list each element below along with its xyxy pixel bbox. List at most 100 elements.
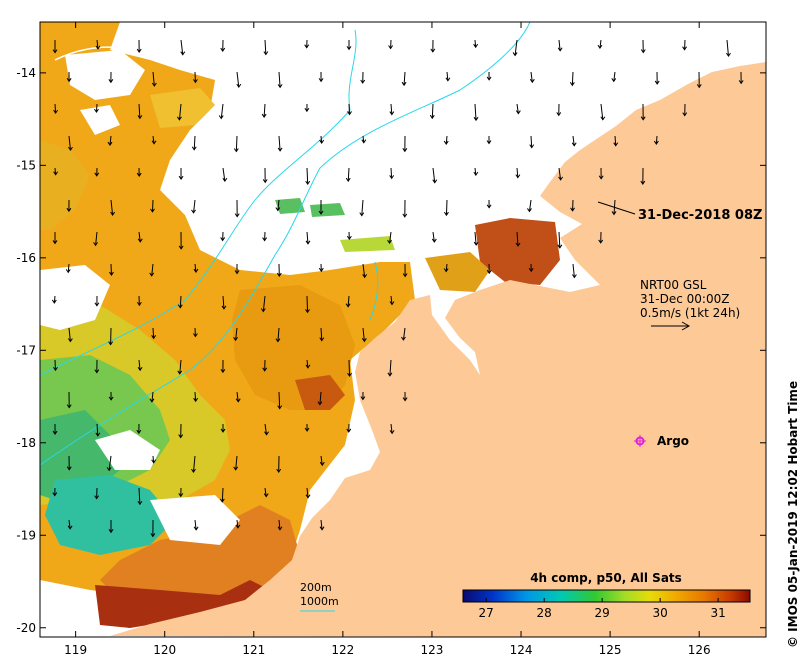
current-arrow-head bbox=[94, 302, 100, 307]
current-arrow-head bbox=[317, 401, 323, 406]
current-arrow-head bbox=[137, 367, 143, 372]
current-arrow-head bbox=[571, 142, 577, 147]
current-arrow-head bbox=[529, 78, 535, 84]
current-arrow bbox=[306, 231, 309, 244]
current-arrow-head bbox=[52, 49, 58, 54]
x-tick-label-2: 121 bbox=[242, 643, 265, 657]
current-arrow-head bbox=[640, 180, 646, 185]
current-arrow bbox=[571, 71, 574, 86]
current-arrow-head bbox=[136, 48, 142, 53]
current-arrow bbox=[138, 359, 141, 371]
current-arrow-head bbox=[233, 148, 239, 153]
current-arrow-head bbox=[473, 241, 479, 246]
colorbar-title: 4h comp, p50, All Sats bbox=[530, 571, 682, 585]
current-arrow-head bbox=[654, 80, 660, 85]
current-arrow bbox=[600, 103, 604, 120]
current-arrow-head bbox=[263, 493, 269, 498]
current-arrow-head bbox=[613, 142, 619, 147]
current-arrow bbox=[96, 423, 99, 436]
current-arrow bbox=[236, 519, 239, 528]
current-arrow bbox=[474, 167, 477, 176]
current-arrow-head bbox=[597, 44, 603, 50]
snapshot-label: 31-Dec-2018 08Z bbox=[638, 208, 762, 223]
current-arrow-head bbox=[640, 49, 646, 54]
current-arrow-head bbox=[346, 46, 352, 51]
current-arrow bbox=[558, 167, 562, 180]
current-arrow-head bbox=[151, 82, 157, 87]
current-arrow-head bbox=[233, 466, 239, 471]
current-arrow bbox=[306, 487, 309, 498]
current-arrow-head bbox=[319, 461, 325, 467]
current-arrow-head bbox=[264, 431, 269, 436]
y-tick-label-6: -20 bbox=[16, 621, 36, 635]
current-arrow-head bbox=[137, 115, 143, 120]
current-arrow bbox=[96, 39, 99, 49]
current-arrow-head bbox=[402, 273, 408, 278]
current-arrow-head bbox=[360, 396, 366, 401]
current-arrow-head bbox=[277, 405, 283, 410]
current-arrow bbox=[361, 199, 364, 216]
current-arrow bbox=[178, 103, 182, 120]
current-arrow-head bbox=[67, 338, 73, 343]
current-arrow-head bbox=[432, 179, 438, 184]
current-arrow bbox=[306, 359, 309, 368]
current-arrow-head bbox=[389, 111, 395, 116]
current-arrow-head bbox=[640, 116, 646, 121]
current-arrow-head bbox=[277, 147, 283, 152]
current-arrow-head bbox=[362, 274, 368, 279]
current-arrow bbox=[348, 359, 351, 377]
current-arrow bbox=[152, 327, 155, 339]
current-arrow-head bbox=[443, 140, 449, 145]
current-arrow-head bbox=[137, 500, 143, 506]
y-tick-label-0: -14 bbox=[16, 66, 36, 80]
current-arrow bbox=[95, 103, 98, 113]
current-arrow-head bbox=[108, 529, 114, 534]
current-arrow bbox=[320, 519, 323, 530]
current-arrow-head bbox=[556, 112, 562, 117]
current-arrow-head bbox=[402, 213, 408, 218]
current-arrow-head bbox=[136, 172, 142, 177]
current-arrow-head bbox=[151, 459, 157, 464]
copyright-symbol: © bbox=[786, 636, 800, 648]
current-arrow bbox=[235, 135, 238, 152]
current-arrow-head bbox=[389, 175, 395, 180]
land-mass bbox=[110, 62, 766, 637]
current-arrow-head bbox=[150, 533, 156, 538]
current-arrow-head bbox=[387, 372, 393, 377]
current-arrow-head bbox=[66, 78, 72, 83]
current-arrow-head bbox=[345, 303, 351, 308]
colorbar-tick-label-1: 28 bbox=[537, 606, 552, 620]
current-arrow bbox=[110, 199, 114, 216]
current-arrow-head bbox=[557, 244, 563, 249]
current-arrow-head bbox=[346, 235, 352, 241]
current-arrow bbox=[278, 135, 281, 151]
current-arrow-head bbox=[193, 526, 199, 531]
current-arrow-head bbox=[486, 204, 492, 209]
current-arrow-head bbox=[149, 398, 155, 403]
current-arrow-head bbox=[529, 144, 535, 149]
current-arrow-head bbox=[221, 305, 227, 310]
current-arrow bbox=[221, 487, 224, 502]
current-arrow bbox=[390, 103, 393, 115]
current-arrow-head bbox=[429, 114, 435, 120]
current-arrow bbox=[528, 199, 532, 212]
current-arrow-head bbox=[176, 116, 182, 121]
current-arrow bbox=[277, 199, 280, 211]
current-arrow bbox=[362, 327, 365, 342]
current-arrow bbox=[277, 327, 280, 342]
current-arrow-head bbox=[346, 428, 352, 433]
current-arrow bbox=[278, 391, 281, 409]
current-arrow-head bbox=[66, 466, 72, 471]
current-arrow-head bbox=[52, 430, 58, 435]
current-arrow-head bbox=[318, 267, 324, 273]
current-arrow-head bbox=[234, 270, 240, 275]
current-arrow-head bbox=[401, 81, 407, 87]
x-tick-label-6: 125 bbox=[599, 643, 622, 657]
current-arrow-head bbox=[473, 171, 479, 177]
current-arrow bbox=[138, 103, 141, 119]
current-arrow bbox=[390, 423, 393, 434]
current-arrow bbox=[445, 135, 448, 145]
isobath-1000-label: 1000m bbox=[300, 595, 339, 608]
current-arrow-head bbox=[276, 272, 282, 277]
y-tick-label-2: -16 bbox=[16, 251, 36, 265]
